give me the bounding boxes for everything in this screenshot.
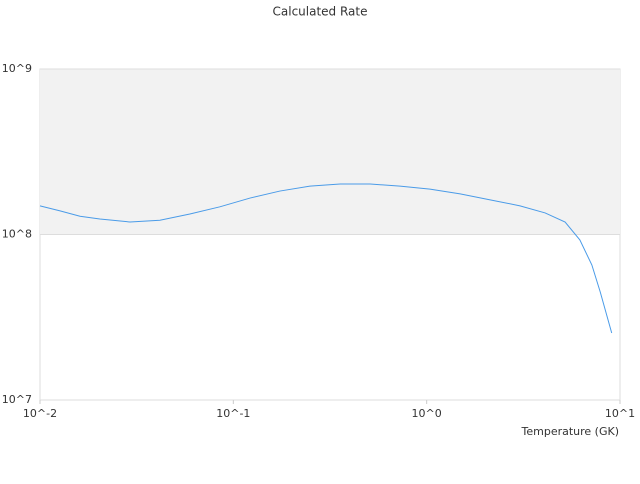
x-tick-label: 10^-1: [216, 407, 250, 420]
x-tick-label: 10^-2: [23, 407, 57, 420]
y-tick-label: 10^7: [2, 393, 32, 406]
x-axis-label: Temperature (GK): [521, 425, 620, 438]
y-tick-label: 10^9: [2, 62, 32, 75]
data-line: [39, 183, 613, 334]
x-tick-label: 10^0: [412, 407, 442, 420]
chart-title: Calculated Rate: [273, 5, 368, 19]
x-tick-label: 10^1: [605, 407, 635, 420]
y-tick-label: 10^8: [2, 228, 32, 241]
